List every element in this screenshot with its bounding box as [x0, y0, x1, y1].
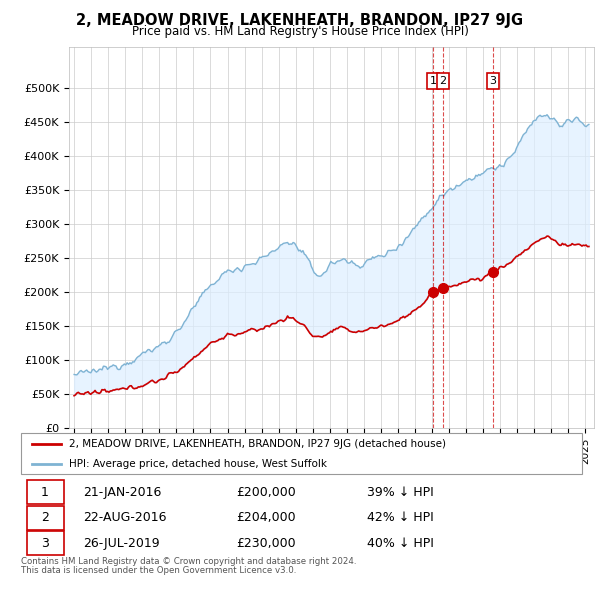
Text: This data is licensed under the Open Government Licence v3.0.: This data is licensed under the Open Gov…: [21, 566, 296, 575]
Text: 1: 1: [41, 486, 49, 499]
FancyBboxPatch shape: [26, 480, 64, 504]
Text: 39% ↓ HPI: 39% ↓ HPI: [367, 486, 434, 499]
Text: Price paid vs. HM Land Registry's House Price Index (HPI): Price paid vs. HM Land Registry's House …: [131, 25, 469, 38]
FancyBboxPatch shape: [26, 531, 64, 555]
Text: £204,000: £204,000: [236, 511, 296, 525]
Text: 1: 1: [430, 76, 436, 86]
Text: 3: 3: [490, 76, 496, 86]
Text: 2: 2: [439, 76, 446, 86]
Text: £200,000: £200,000: [236, 486, 296, 499]
Text: 21-JAN-2016: 21-JAN-2016: [83, 486, 162, 499]
Text: 3: 3: [41, 537, 49, 550]
FancyBboxPatch shape: [26, 506, 64, 530]
Text: 2: 2: [41, 511, 49, 525]
Text: 2, MEADOW DRIVE, LAKENHEATH, BRANDON, IP27 9JG (detached house): 2, MEADOW DRIVE, LAKENHEATH, BRANDON, IP…: [69, 439, 446, 449]
FancyBboxPatch shape: [21, 432, 583, 474]
Text: 42% ↓ HPI: 42% ↓ HPI: [367, 511, 434, 525]
Text: 22-AUG-2016: 22-AUG-2016: [83, 511, 167, 525]
Text: £230,000: £230,000: [236, 537, 296, 550]
Text: HPI: Average price, detached house, West Suffolk: HPI: Average price, detached house, West…: [69, 459, 327, 469]
Text: 2, MEADOW DRIVE, LAKENHEATH, BRANDON, IP27 9JG: 2, MEADOW DRIVE, LAKENHEATH, BRANDON, IP…: [76, 13, 524, 28]
Text: 26-JUL-2019: 26-JUL-2019: [83, 537, 160, 550]
Text: Contains HM Land Registry data © Crown copyright and database right 2024.: Contains HM Land Registry data © Crown c…: [21, 557, 356, 566]
Text: 40% ↓ HPI: 40% ↓ HPI: [367, 537, 434, 550]
